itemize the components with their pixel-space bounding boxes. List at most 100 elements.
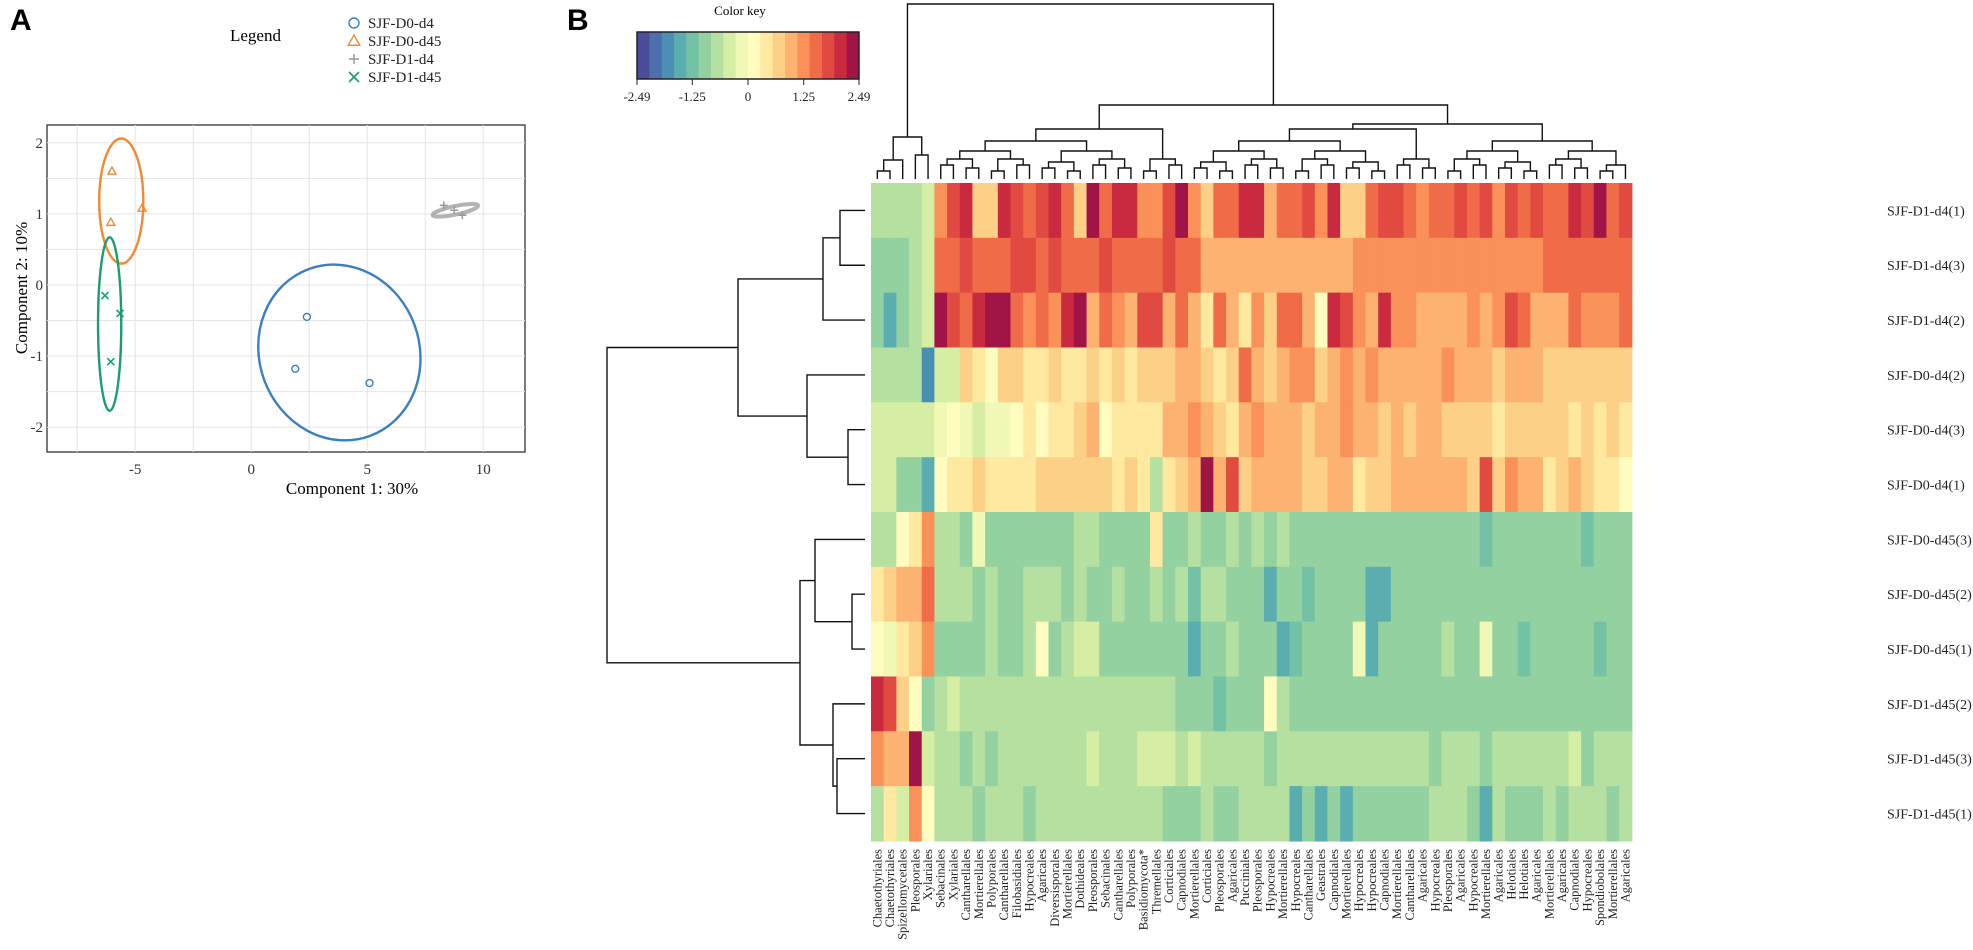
heatmap-cell [1479, 292, 1493, 349]
heatmap-cell [896, 292, 910, 349]
heatmap-cell [1479, 457, 1493, 513]
heatmap-cell [1251, 292, 1265, 349]
color-key-swatch [723, 32, 737, 79]
heatmap-cell [1111, 347, 1126, 403]
heatmap-cell [1200, 457, 1214, 513]
heatmap-column-labels: ChaetothyrialesChaetothyrialesSpizellomy… [870, 849, 1632, 940]
heatmap-cell [1200, 292, 1214, 349]
heatmap-cell [1479, 402, 1493, 458]
pca-y-axis-label: Component 2: 10% [12, 222, 31, 354]
heatmap-cell [1555, 511, 1569, 568]
heatmap-cell [1619, 676, 1633, 732]
heatmap-cell [1137, 786, 1151, 842]
row-label: SJF-D1-d4(1) [1887, 204, 1965, 219]
heatmap-cell [1606, 183, 1620, 239]
heatmap-cell [909, 402, 923, 458]
heatmap-cell [1213, 402, 1227, 458]
heatmap-cell [1188, 402, 1202, 458]
heatmap-cell [1517, 237, 1531, 294]
heatmap-cell [997, 731, 1012, 787]
column-label: Chaetothyriales [883, 849, 897, 928]
column-label: Mortierellales [1390, 849, 1404, 919]
heatmap-cell [1149, 292, 1164, 349]
heatmap-cell [1226, 566, 1240, 623]
heatmap-cell [1327, 457, 1341, 513]
heatmap-cell [985, 731, 999, 787]
heatmap-cell [871, 731, 885, 787]
heatmap-cell [1149, 676, 1164, 732]
confidence-ellipse [257, 263, 422, 442]
heatmap-cell [1213, 347, 1227, 403]
heatmap-cell [1581, 566, 1595, 623]
heatmap-cell [1188, 566, 1202, 623]
heatmap-cell [1403, 566, 1417, 623]
heatmap-cell [1517, 457, 1531, 513]
heatmap-cell [1023, 566, 1037, 623]
heatmap-cell [959, 292, 974, 349]
heatmap-cell [1568, 786, 1582, 842]
heatmap-cell [1264, 183, 1278, 239]
heatmap-cell [909, 511, 923, 568]
heatmap-cell [1593, 237, 1608, 294]
heatmap-cell [1048, 731, 1062, 787]
heatmap-cell [1365, 237, 1379, 294]
heatmap-cell [959, 347, 974, 403]
heatmap-cell [921, 347, 935, 403]
column-label: Polyporales [984, 849, 998, 908]
heatmap-cell [1264, 676, 1278, 732]
heatmap-cell [909, 292, 923, 349]
heatmap-cell [1099, 731, 1113, 787]
heatmap-cell [1213, 237, 1227, 294]
heatmap-cell [896, 183, 910, 239]
heatmap-cell [1251, 676, 1265, 732]
heatmap-cell [1302, 566, 1316, 623]
row-dendrogram [606, 209, 865, 815]
heatmap-cell [1238, 183, 1252, 239]
heatmap-cell [1111, 183, 1126, 239]
heatmap-cell [1441, 183, 1455, 239]
heatmap-cell [1403, 511, 1417, 568]
heatmap-cell [1086, 402, 1100, 458]
column-label: Hypocreales [1428, 849, 1442, 912]
heatmap-cell [1251, 237, 1265, 294]
heatmap-cell [1302, 676, 1316, 732]
heatmap-cell [1492, 183, 1506, 239]
heatmap-cell [1352, 402, 1367, 458]
heatmap-cell [997, 511, 1012, 568]
heatmap-cell [947, 566, 961, 623]
heatmap-cell [1035, 786, 1050, 842]
heatmap-cell [1276, 786, 1291, 842]
column-label: Agaricales [1225, 849, 1239, 903]
heatmap-cell [1454, 566, 1468, 623]
heatmap-cell [1441, 402, 1455, 458]
heatmap-cell [1111, 402, 1126, 458]
heatmap-cell [1568, 402, 1582, 458]
heatmap-cell [1555, 402, 1569, 458]
heatmap-cell [1593, 786, 1608, 842]
heatmap-cell [1048, 786, 1062, 842]
heatmap-cell [1137, 292, 1151, 349]
column-label: Mortierellales [1061, 849, 1075, 919]
column-label: Pleosporales [1213, 849, 1227, 912]
heatmap-cell [896, 347, 910, 403]
heatmap-cell [883, 511, 897, 568]
heatmap-cell [1492, 566, 1506, 623]
heatmap-cell [1111, 566, 1126, 623]
column-label: Hypocreales [1263, 849, 1277, 912]
heatmap-cell [1264, 402, 1278, 458]
heatmap-cell [1543, 676, 1557, 732]
heatmap-cell [1149, 237, 1164, 294]
heatmap-cell [1010, 457, 1024, 513]
heatmap-cell [934, 511, 948, 568]
heatmap-cell [1238, 457, 1252, 513]
heatmap-cell [1314, 292, 1329, 349]
heatmap-cell [1289, 457, 1303, 513]
heatmap-cell [1061, 347, 1075, 403]
heatmap-cell [921, 457, 935, 513]
heatmap-cell [1048, 237, 1062, 294]
heatmap-cell [1352, 347, 1367, 403]
heatmap-cell [1137, 621, 1151, 678]
heatmap-cell [1492, 402, 1506, 458]
heatmap-cell [1454, 183, 1468, 239]
data-point [106, 165, 118, 175]
